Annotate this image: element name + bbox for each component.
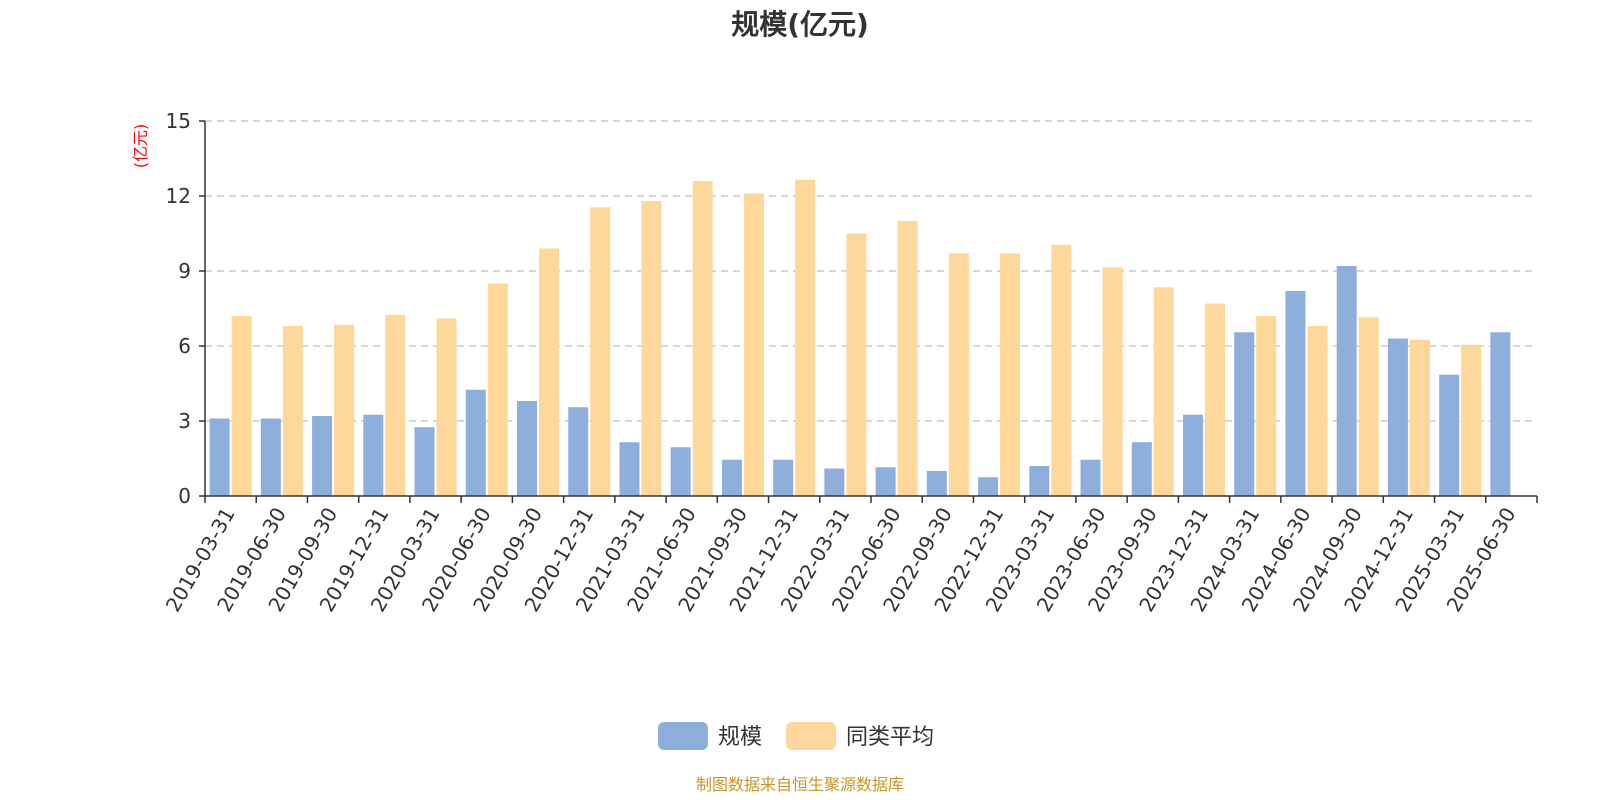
bar-series-1-2020-06-30[interactable] [465,389,486,496]
bar-series-2-2021-09-30[interactable] [743,193,764,497]
bar-series-2-2019-03-31[interactable] [231,316,252,496]
bar-series-1-2019-12-31[interactable] [363,414,384,496]
bar-series-1-2019-06-30[interactable] [260,418,281,497]
bar-series-1-2024-03-31[interactable] [1234,332,1255,496]
bar-series-2-2019-09-30[interactable] [334,324,355,496]
bar-series-2-2019-12-31[interactable] [385,314,406,496]
data-source-note: 制图数据来自恒生聚源数据库 [696,775,904,794]
bar-series-1-2021-06-30[interactable] [670,447,691,496]
bar-series-2-2023-03-31[interactable] [1051,244,1072,496]
bar-series-2-2020-03-31[interactable] [436,318,457,497]
bar-series-1-2023-09-30[interactable] [1131,442,1152,496]
bar-series-1-2023-12-31[interactable] [1183,414,1203,496]
bar-series-2-2022-06-30[interactable] [897,221,918,496]
axes [204,121,1538,503]
bar-series-2-2021-12-31[interactable] [795,179,816,496]
bar-series-2-2020-06-30[interactable] [487,283,508,497]
chart-title: 规模(亿元) [731,8,869,41]
bar-series-2-2022-09-30[interactable] [948,253,969,497]
bar-series-1-2024-09-30[interactable] [1336,266,1357,496]
bar-series-2-2024-09-30[interactable] [1358,317,1379,496]
legend-swatch-series-1[interactable] [658,722,708,750]
bar-series-1-2022-12-31[interactable] [978,477,999,496]
bar-series-2-2024-06-30[interactable] [1307,326,1328,496]
bar-series-1-2024-12-31[interactable] [1387,338,1408,497]
legend: 规模 同类平均 [658,722,934,750]
legend-label-series-1[interactable]: 规模 [718,725,762,750]
x-tick-labels: 2019-03-312019-06-302019-09-302019-12-31… [161,503,1521,616]
bar-series-2-2020-12-31[interactable] [590,207,611,496]
bar-series-2-2023-06-30[interactable] [1102,267,1123,496]
bar-series-2-2022-03-31[interactable] [846,233,867,497]
bar-series-1-2022-06-30[interactable] [875,467,896,496]
bar-series-1-2022-09-30[interactable] [926,471,947,496]
legend-swatch-series-2[interactable] [786,722,836,750]
y-axis-unit-label: (亿元) [131,124,150,169]
bar-series-1-2021-12-31[interactable] [773,459,794,496]
y-tick-label: 0 [178,484,191,508]
bar-series-2-2024-03-31[interactable] [1256,316,1277,496]
bar-series-1-2020-09-30[interactable] [517,401,537,496]
bar-series-2-2019-06-30[interactable] [282,326,303,496]
bar-series-1-2020-12-31[interactable] [568,407,589,496]
bar-series-1-2021-03-31[interactable] [619,442,640,496]
bar-series-2-2023-09-30[interactable] [1153,287,1174,496]
bar-series-1-2025-06-30[interactable] [1490,332,1511,496]
y-tick-labels: 0 3 6 9 12 15 [166,109,191,508]
bar-series-1-2023-06-30[interactable] [1080,459,1101,496]
bar-series-2-2025-03-31[interactable] [1461,344,1482,496]
bar-series-1-2020-03-31[interactable] [414,427,435,496]
y-tick-label: 9 [178,259,191,283]
bar-series-1-2019-03-31[interactable] [209,418,230,497]
y-tick-label: 15 [166,109,191,133]
bar-series-2-2023-12-31[interactable] [1205,303,1225,497]
bar-series-1-2022-03-31[interactable] [824,468,845,497]
bar-series-1-2019-09-30[interactable] [312,416,333,496]
bar-series-2-2020-09-30[interactable] [539,248,559,497]
y-tick-label: 12 [166,184,191,208]
bar-series-1-2025-03-31[interactable] [1439,374,1460,496]
bar-series-2-2022-12-31[interactable] [1000,253,1021,497]
bars [209,179,1511,497]
bar-series-1-2023-03-31[interactable] [1029,466,1050,496]
legend-label-series-2[interactable]: 同类平均 [846,725,934,750]
bar-series-2-2021-06-30[interactable] [692,181,713,496]
bar-series-2-2024-12-31[interactable] [1409,339,1430,496]
bar-series-2-2021-03-31[interactable] [641,201,662,496]
bar-series-1-2021-09-30[interactable] [721,459,742,496]
y-tick-label: 3 [178,409,191,433]
y-tick-label: 6 [178,334,191,358]
bar-series-1-2024-06-30[interactable] [1285,291,1306,496]
